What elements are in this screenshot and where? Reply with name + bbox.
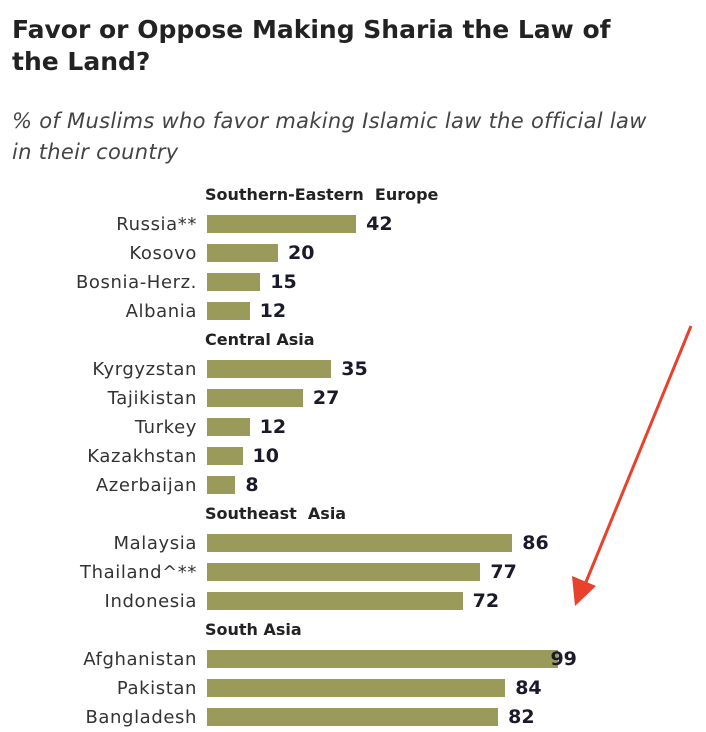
data-label: 12	[259, 300, 287, 322]
bar	[207, 563, 481, 581]
group-header-row: Southeast Asia	[0, 500, 706, 529]
bar-row: Thailand^** 77	[0, 558, 706, 587]
bar	[207, 534, 513, 552]
bar	[207, 244, 278, 262]
data-label: 27	[312, 387, 340, 409]
category-label: Bosnia-Herz.	[75, 272, 197, 293]
bar	[207, 679, 506, 697]
group-header-row: Southern-Eastern Europe	[0, 181, 706, 210]
bar-row: Russia** 42	[0, 210, 706, 239]
category-label: Russia**	[116, 214, 197, 235]
category-label: Albania	[125, 301, 197, 322]
category-label: Kosovo	[129, 243, 197, 264]
bar-row: Kazakhstan 10	[0, 442, 706, 471]
category-label: Tajikistan	[107, 388, 197, 409]
bar	[207, 302, 250, 320]
chart-title: Favor or Oppose Making Sharia the Law of…	[12, 15, 611, 76]
bar	[207, 418, 250, 436]
category-label: Pakistan	[116, 678, 197, 699]
data-label: 8	[245, 474, 259, 496]
bar	[207, 273, 261, 291]
group-header: Central Asia	[205, 330, 315, 349]
category-label: Afghanistan	[83, 649, 197, 670]
data-label: 84	[515, 677, 542, 699]
data-label: 77	[490, 561, 517, 583]
bar-row: Kosovo 20	[0, 239, 706, 268]
bar	[207, 360, 332, 378]
bar-row: Pakistan 84	[0, 674, 706, 703]
bar-row: Turkey 12	[0, 413, 706, 442]
data-label: 15	[270, 271, 297, 293]
bar-row: Albania 12	[0, 297, 706, 326]
data-label: 42	[366, 213, 393, 235]
bar	[207, 447, 243, 465]
arrow-head	[572, 576, 596, 606]
category-label: Turkey	[134, 417, 197, 438]
bar-row: Tajikistan 27	[0, 384, 706, 413]
data-label: 99	[550, 648, 577, 670]
category-label: Malaysia	[113, 533, 197, 554]
bar	[207, 650, 559, 668]
group-header-row: Central Asia	[0, 326, 706, 355]
bar	[207, 708, 499, 726]
bar	[207, 215, 357, 233]
group-header-row: South Asia	[0, 616, 706, 645]
category-label: Azerbaijan	[95, 475, 197, 496]
data-label: 86	[522, 532, 549, 554]
arrow-shaft	[584, 325, 693, 583]
chart-subtitle: % of Muslims who favor making Islamic la…	[12, 109, 647, 164]
bar-row: Bosnia-Herz. 15	[0, 268, 706, 297]
category-label: Indonesia	[104, 591, 197, 612]
group-header: Southern-Eastern Europe	[205, 185, 439, 204]
bar-row: Kyrgyzstan 35	[0, 355, 706, 384]
bar	[207, 476, 236, 494]
data-label: 35	[341, 358, 368, 380]
bar	[207, 592, 463, 610]
annotation-arrow	[572, 325, 693, 606]
data-label: 10	[252, 445, 279, 467]
data-label: 72	[472, 590, 500, 612]
category-label: Kyrgyzstan	[92, 359, 197, 380]
group-header: South Asia	[205, 620, 302, 639]
category-label: Kazakhstan	[87, 446, 197, 467]
bar-row: Malaysia 86	[0, 529, 706, 558]
bar	[207, 389, 303, 407]
data-label: 12	[259, 416, 287, 438]
category-label: Thailand^**	[80, 562, 197, 583]
data-label: 20	[288, 242, 315, 264]
bar-row: Afghanistan 99	[0, 645, 706, 674]
bar-row: Azerbaijan 8	[0, 471, 706, 500]
bar-chart: Southern-Eastern Europe Russia** 42 Kosovo 2…	[0, 181, 706, 732]
group-header: Southeast Asia	[205, 504, 347, 523]
category-label: Bangladesh	[85, 707, 197, 728]
bar-row: Indonesia 72	[0, 587, 706, 616]
